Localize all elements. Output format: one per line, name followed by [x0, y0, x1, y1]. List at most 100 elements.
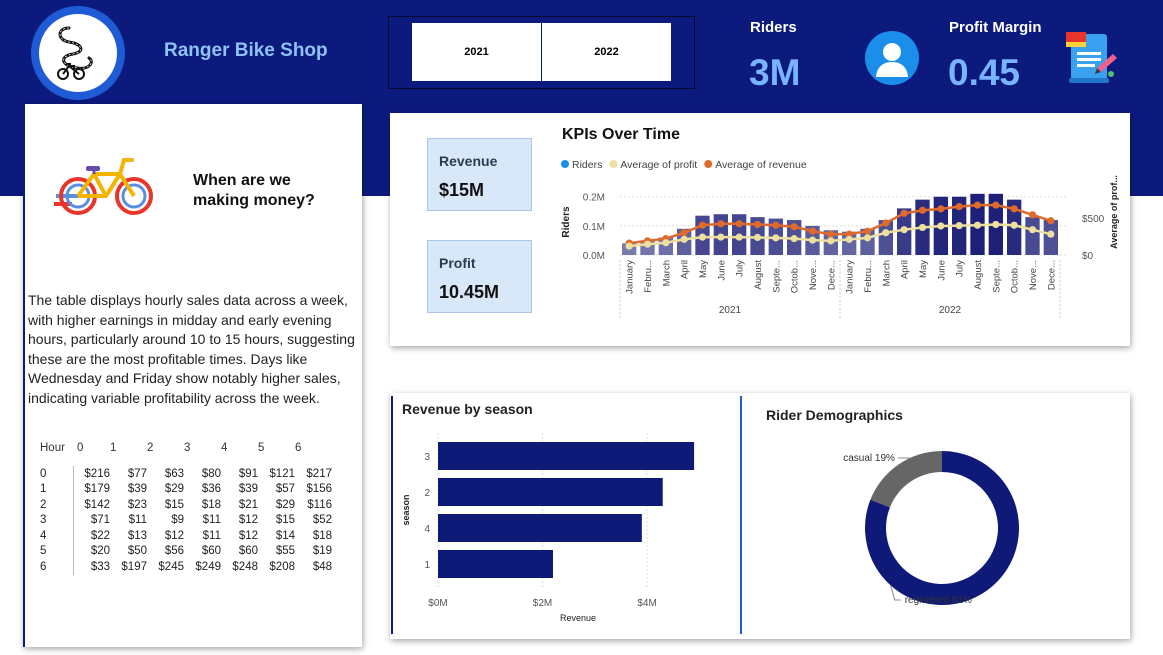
- revenue-point: [973, 201, 982, 209]
- matrix-row-header: 3: [40, 512, 74, 528]
- revenue-point: [918, 206, 927, 214]
- profit-point: [973, 221, 982, 229]
- x-tick-label: $2M: [533, 598, 552, 609]
- shop-name: Ranger Bike Shop: [164, 40, 328, 61]
- riders-label: Riders: [750, 19, 797, 36]
- panel-description: The table displays hourly sales data acr…: [28, 292, 355, 406]
- year-filter-divider: [541, 23, 542, 81]
- matrix-cell: $57: [275, 483, 295, 496]
- x-tick-label: Febru...: [643, 260, 654, 293]
- revenue-point: [717, 220, 725, 228]
- x-tick-label: April: [900, 260, 911, 279]
- matrix-cell: $22: [90, 529, 110, 542]
- user-icon: [865, 31, 919, 85]
- matrix-cell: $20: [90, 545, 110, 558]
- revenue-point: [992, 201, 1000, 209]
- matrix-row: 4 $22 $13 $12 $11 $12 $14 $18: [40, 528, 332, 544]
- matrix-cell: $217: [306, 467, 332, 480]
- rider-demographics-chart[interactable]: registered 81% casual 19%: [745, 430, 1125, 630]
- y-axis-label: Riders: [561, 206, 572, 238]
- profit-point: [1047, 230, 1055, 238]
- matrix-row: 3 $71 $11 $9 $11 $12 $15 $52: [40, 512, 332, 528]
- profit-point: [735, 233, 743, 241]
- matrix-cell: $56: [164, 545, 184, 558]
- x-tick-label: July: [735, 260, 746, 277]
- profit-point: [955, 221, 963, 230]
- x-tick-label: Febru...: [863, 260, 874, 293]
- matrix-col-header: 3: [184, 442, 191, 454]
- profit-point: [643, 240, 652, 248]
- matrix-row-header: 6: [40, 559, 74, 575]
- matrix-cell: $52: [312, 514, 332, 527]
- matrix-row: 0 $216 $77 $63 $80 $91 $121 $217: [40, 466, 332, 482]
- profit-card[interactable]: [427, 240, 532, 313]
- x-tick-label: January: [625, 260, 636, 294]
- revenue-card[interactable]: [427, 138, 532, 211]
- kpi-chart-title: KPIs Over Time: [562, 126, 680, 143]
- profit-margin-value: 0.45: [948, 52, 1021, 93]
- matrix-row-header: 0: [40, 466, 74, 482]
- matrix-cell: $11: [202, 529, 221, 542]
- matrix-row: 5 $20 $50 $56 $60 $60 $55 $19: [40, 543, 332, 559]
- y-tick-label: 1: [424, 560, 430, 571]
- season-chart-title: Revenue by season: [402, 401, 533, 417]
- revenue-label: Revenue: [439, 153, 498, 169]
- revenue-point: [753, 220, 762, 229]
- matrix-col-header: 2: [147, 442, 154, 454]
- year-filter-2022[interactable]: 2022: [542, 23, 671, 81]
- matrix-cell: $156: [306, 483, 332, 496]
- revenue-point: [1047, 217, 1055, 225]
- x-tick-label: April: [680, 260, 691, 279]
- year-group-label: 2022: [939, 305, 962, 316]
- riders-bar: [1025, 217, 1040, 255]
- slice-label: registered 81%: [905, 595, 972, 606]
- matrix-cell: $12: [238, 529, 258, 542]
- year-filter-2021[interactable]: 2021: [412, 23, 541, 81]
- matrix-cell: $80: [201, 467, 221, 480]
- x-axis-label: Revenue: [560, 613, 596, 623]
- matrix-cell: $11: [128, 514, 147, 527]
- matrix-cell: $63: [164, 467, 184, 480]
- x-tick-label: Octob...: [1010, 260, 1021, 293]
- y-tick-label: 2: [424, 488, 430, 499]
- matrix-cell: $14: [275, 529, 295, 542]
- matrix-cell: $13: [127, 529, 147, 542]
- x-tick-label: May: [698, 260, 709, 278]
- x-tick-label: June: [716, 260, 727, 281]
- revenue-point: [790, 223, 798, 231]
- riders-bar: [842, 231, 857, 255]
- x-tick-label: $4M: [637, 598, 656, 609]
- profit-point: [625, 242, 633, 250]
- matrix-cell: $23: [127, 498, 147, 511]
- legend-marker: [609, 160, 618, 168]
- x-tick-label: Dece...: [826, 260, 837, 290]
- revenue-point: [845, 230, 853, 238]
- matrix-cell: $197: [121, 560, 147, 573]
- x-tick-label: August: [753, 260, 764, 290]
- profit-point: [900, 226, 908, 234]
- matrix-row-header: 2: [40, 497, 74, 513]
- left-panel-accent: [23, 104, 25, 647]
- profit-point: [717, 233, 725, 241]
- season-bar: [438, 442, 695, 470]
- matrix-cell: $12: [164, 529, 184, 542]
- matrix-cell: $29: [164, 483, 184, 496]
- matrix-col-header: 5: [258, 442, 265, 454]
- revenue-point: [882, 219, 890, 227]
- matrix-corner-label: Hour: [40, 442, 65, 454]
- panel-question: When are we making money?: [193, 172, 315, 209]
- profit-point: [937, 222, 945, 230]
- bicycle-icon: [54, 152, 158, 225]
- revenue-point: [955, 203, 963, 211]
- profit-point: [992, 220, 1000, 229]
- revenue-by-season-chart[interactable]: $0M $2M $4M 3 2 4 1 Revenue season: [395, 425, 735, 630]
- riders-value: 3M: [749, 52, 801, 93]
- matrix-cell: $33: [90, 560, 110, 573]
- matrix-cell: $15: [164, 498, 184, 511]
- kpi-over-time-chart[interactable]: Riders Average of profit Average of revenu…: [555, 150, 1125, 325]
- x-tick-label: June: [936, 260, 947, 281]
- hourly-sales-matrix: Hour 0 1 2 3 4 5 6 0 $216 $77 $63 $80 $91 $121…: [40, 442, 332, 575]
- matrix-cell: $245: [158, 560, 184, 573]
- profit-point: [882, 229, 890, 237]
- x-tick-label: $0M: [428, 598, 447, 609]
